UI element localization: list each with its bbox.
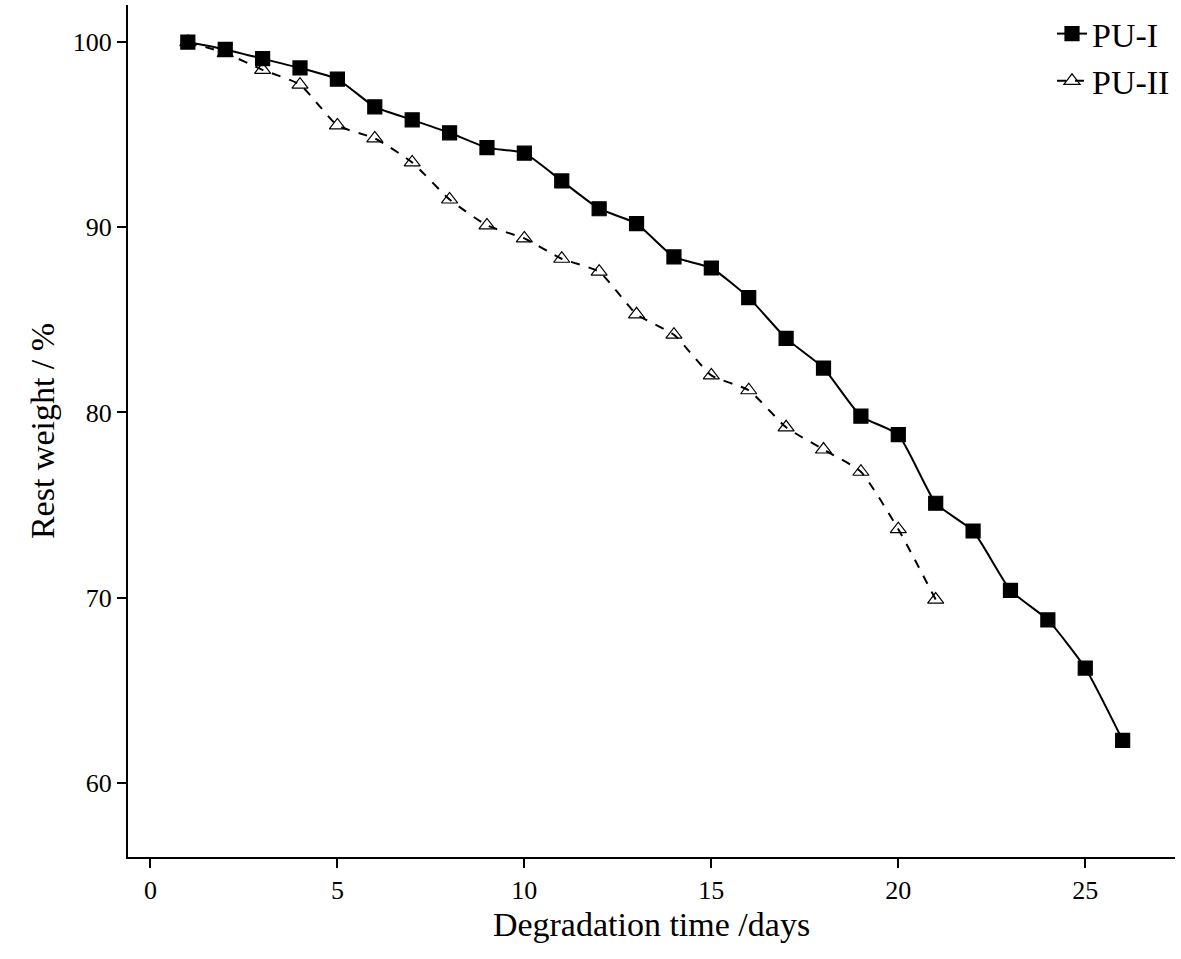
svg-text:100: 100 xyxy=(73,28,112,57)
svg-text:PU-II: PU-II xyxy=(1092,64,1169,101)
svg-text:70: 70 xyxy=(86,584,112,613)
svg-text:15: 15 xyxy=(698,876,724,905)
svg-text:20: 20 xyxy=(885,876,911,905)
svg-text:80: 80 xyxy=(86,399,112,428)
svg-text:Degradation time /days: Degradation time /days xyxy=(493,906,810,943)
svg-text:PU-I: PU-I xyxy=(1092,17,1158,54)
svg-text:5: 5 xyxy=(331,876,344,905)
svg-text:60: 60 xyxy=(86,769,112,798)
svg-text:0: 0 xyxy=(144,876,157,905)
svg-text:25: 25 xyxy=(1072,876,1098,905)
svg-text:10: 10 xyxy=(511,876,537,905)
svg-text:90: 90 xyxy=(86,213,112,242)
svg-text:Rest weight / %: Rest weight / % xyxy=(24,323,61,539)
